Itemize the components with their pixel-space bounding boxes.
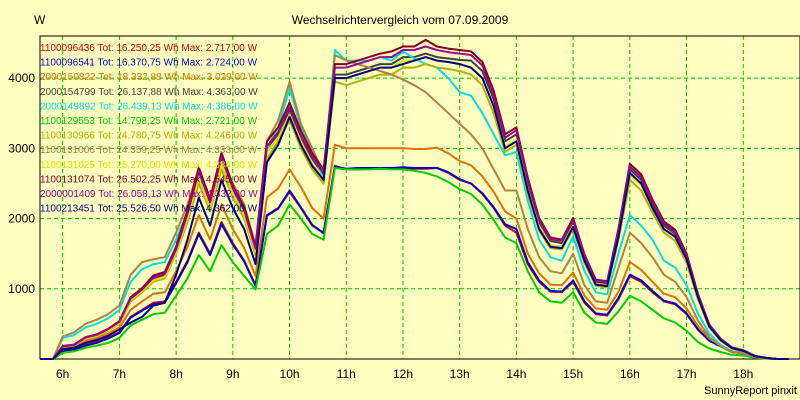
series-lines xyxy=(40,38,789,360)
series-line xyxy=(40,143,789,360)
x-axis-ticks: 6h 7h 8h 9h 10h 11h 12h 13h 14h 15h 16h 17h 18h xyxy=(56,367,753,381)
series-line xyxy=(40,49,789,360)
legend-entry: 1100096436 Tot: 16.250,25 Wh Max: 2.717,… xyxy=(40,43,258,54)
x-tick-label: 9h xyxy=(226,367,239,381)
y-tick-label: 3000 xyxy=(8,141,35,155)
series-line xyxy=(40,56,789,360)
legend-entry: 2000150822 Tot: 18.332,88 Wh Max: 3.029,… xyxy=(40,72,258,83)
series-line xyxy=(40,54,789,360)
x-tick-label: 16h xyxy=(620,367,640,381)
y-tick-label: 4000 xyxy=(8,71,35,85)
plot-area-border xyxy=(39,35,800,360)
chart-title: Wechselrichtervergleich vom 07.09.2009 xyxy=(292,13,509,27)
y-axis-ticks: 1000 2000 3000 4000 xyxy=(8,71,35,296)
x-tick-label: 17h xyxy=(677,367,697,381)
legend-entry: 1100130966 Tot: 24.780,75 Wh Max: 4.246,… xyxy=(40,131,258,142)
x-tick-label: 8h xyxy=(169,367,182,381)
legend-entry: 1100129553 Tot: 14.798,25 Wh Max: 2.721,… xyxy=(40,116,258,127)
x-tick-label: 14h xyxy=(506,367,526,381)
x-tick-label: 11h xyxy=(337,367,356,381)
y-tick-label: 2000 xyxy=(8,212,35,226)
series-line xyxy=(40,45,789,360)
x-tick-label: 12h xyxy=(393,367,413,381)
legend-entry: 1100131025 Tot: 25.270,00 Wh Max: 4.384,… xyxy=(40,160,258,171)
legend: 1100096436 Tot: 16.250,25 Wh Max: 2.717,… xyxy=(40,43,258,215)
legend-entry: 2000001409 Tot: 26.058,13 Wh Max: 4.332,… xyxy=(40,189,258,200)
x-tick-label: 15h xyxy=(563,367,583,381)
x-tick-label: 6h xyxy=(56,367,69,381)
legend-entry: 1100131074 Tot: 26.502,25 Wh Max: 4.545,… xyxy=(40,174,258,185)
legend-entry: 1100131006 Tot: 24.359,25 Wh Max: 4.333,… xyxy=(40,145,258,156)
x-tick-label: 18h xyxy=(733,367,753,381)
x-tick-label: 13h xyxy=(450,367,470,381)
legend-entry: 2000154799 Tot: 26.137,88 Wh Max: 4.363,… xyxy=(40,87,258,98)
legend-entry: 2000149892 Tot: 26.439,13 Wh Max: 4.386,… xyxy=(40,101,258,112)
credit-text: SunnyReport pinxit xyxy=(704,385,797,397)
legend-entry: 1100213451 Tot: 25.526,50 Wh Max: 4.362,… xyxy=(40,204,258,215)
x-tick-label: 10h xyxy=(280,367,300,381)
x-tick-label: 7h xyxy=(113,367,126,381)
series-line xyxy=(40,167,789,360)
series-line xyxy=(40,63,789,360)
legend-entry: 1100096541 Tot: 16.370,75 Wh Max: 2.724,… xyxy=(40,58,258,69)
y-tick-label: 1000 xyxy=(8,282,35,296)
y-axis-label: W xyxy=(34,13,46,27)
